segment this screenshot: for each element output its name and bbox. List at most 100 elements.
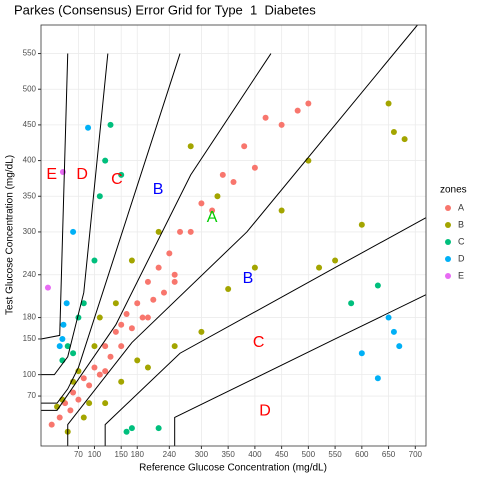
point <box>209 207 216 214</box>
y-tick-label: 550 <box>23 49 37 58</box>
point <box>86 382 93 389</box>
point <box>348 300 355 307</box>
point <box>91 364 98 371</box>
legend-label: E <box>458 270 464 280</box>
point <box>86 400 93 407</box>
point <box>139 314 146 321</box>
point <box>187 143 194 150</box>
panel-border <box>40 24 427 447</box>
point <box>390 129 397 136</box>
zone-label: A <box>207 209 218 226</box>
point <box>59 168 66 175</box>
y-tick-label: 180 <box>23 313 37 322</box>
point <box>70 389 77 396</box>
chart-title: Parkes (Consensus) Error Grid for Type 1… <box>14 2 316 17</box>
point <box>123 310 130 317</box>
point <box>118 343 125 350</box>
point <box>80 300 87 307</box>
point <box>171 278 178 285</box>
point <box>262 114 269 121</box>
x-tick-label: 150 <box>115 450 129 459</box>
legend-label: D <box>458 253 465 263</box>
point <box>59 335 66 342</box>
point <box>96 193 103 200</box>
point <box>160 289 167 296</box>
point <box>278 207 285 214</box>
point <box>112 328 119 335</box>
point <box>251 164 258 171</box>
zone-label: E <box>46 166 57 183</box>
legend-key <box>445 222 451 228</box>
y-tick-label: 500 <box>23 84 37 93</box>
y-tick-label: 450 <box>23 120 37 129</box>
y-axis-label: Test Glucose Concentration (mg/dL) <box>5 155 16 315</box>
y-tick-label: 240 <box>23 270 37 279</box>
x-tick-label: 600 <box>355 450 369 459</box>
point <box>171 271 178 278</box>
point <box>112 300 119 307</box>
point <box>56 414 63 421</box>
point <box>128 325 135 332</box>
x-tick-label: 400 <box>248 450 262 459</box>
point <box>385 100 392 107</box>
point <box>214 193 221 200</box>
point <box>123 428 130 435</box>
zone-boundary <box>41 53 69 340</box>
x-tick-label: 450 <box>275 450 289 459</box>
zone-boundary <box>104 217 426 446</box>
point <box>67 407 74 414</box>
point <box>128 425 135 432</box>
legend-key <box>445 256 451 262</box>
zone-label: B <box>243 270 254 287</box>
point <box>396 343 403 350</box>
zone-boundary <box>41 53 272 411</box>
zone-label: C <box>253 334 265 351</box>
point <box>48 421 55 428</box>
y-tick-label: 300 <box>23 227 37 236</box>
point <box>118 171 125 178</box>
zone-label: D <box>259 402 271 419</box>
point <box>134 300 141 307</box>
point <box>241 143 248 150</box>
point <box>128 257 135 264</box>
point <box>64 343 71 350</box>
x-tick-label: 180 <box>131 450 145 459</box>
point <box>294 107 301 114</box>
point <box>225 286 232 293</box>
point <box>305 100 312 107</box>
point <box>177 228 184 235</box>
legend-title: zones <box>440 185 467 196</box>
zone-boundary <box>41 53 109 376</box>
point <box>155 228 162 235</box>
point <box>107 121 114 128</box>
point <box>134 357 141 364</box>
x-tick-label: 700 <box>409 450 423 459</box>
point <box>107 353 114 360</box>
zone-label: C <box>111 171 123 188</box>
x-tick-label: 550 <box>328 450 342 459</box>
point <box>230 178 237 185</box>
point <box>144 314 151 321</box>
point <box>63 300 70 307</box>
point <box>102 368 109 375</box>
point <box>150 296 157 303</box>
point <box>390 328 397 335</box>
point <box>332 257 339 264</box>
legend-key <box>445 273 451 279</box>
x-tick-label: 100 <box>88 450 102 459</box>
y-tick-label: 70 <box>27 391 36 400</box>
legend-label: B <box>458 219 464 229</box>
y-tick-label: 400 <box>23 156 37 165</box>
point <box>187 228 194 235</box>
plot-panel <box>41 25 426 446</box>
point <box>401 136 408 143</box>
point <box>144 278 151 285</box>
point <box>374 375 381 382</box>
point <box>278 121 285 128</box>
point <box>70 350 77 357</box>
x-tick-label: 70 <box>74 450 83 459</box>
point <box>358 221 365 228</box>
point <box>166 250 173 257</box>
y-tick-label: 100 <box>23 370 37 379</box>
point <box>251 264 258 271</box>
